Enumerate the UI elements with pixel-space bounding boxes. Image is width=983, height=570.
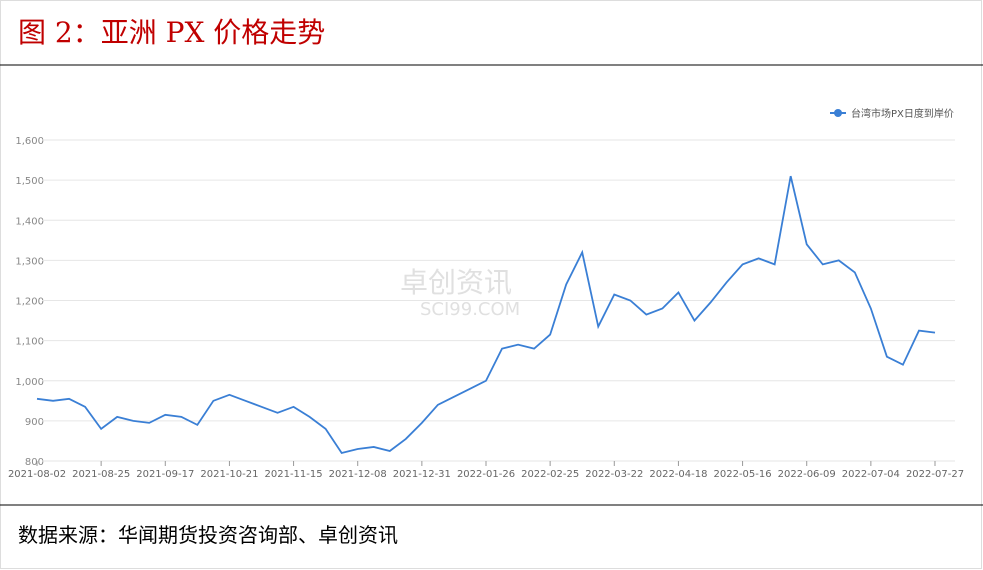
y-tick-label: 900	[25, 417, 44, 428]
title: 图 2：亚洲 PX 价格走势	[18, 16, 325, 49]
y-tick-label: 1,200	[15, 297, 44, 308]
x-tick-label: 2022-01-26	[457, 469, 515, 480]
y-tick-label: 1,400	[15, 216, 44, 227]
x-tick-label: 2021-08-02	[8, 469, 66, 480]
x-tick-label: 2022-02-25	[521, 469, 579, 480]
y-tick-label: 1,100	[15, 337, 44, 348]
x-tick-label: 2021-12-31	[393, 469, 451, 480]
x-tick-label: 2022-04-18	[649, 469, 707, 480]
x-tick-label: 2022-03-22	[585, 469, 643, 480]
line	[36, 175, 936, 455]
x-tick-label: 2022-06-09	[778, 469, 836, 480]
y-tick-label: 1,300	[15, 256, 44, 267]
x-tick-label: 2022-07-27	[906, 469, 964, 480]
x-tick-label: 2021-09-17	[136, 469, 194, 480]
legend-dot	[834, 109, 842, 117]
x-tick-label: 2021-10-21	[200, 469, 258, 480]
x-tick-label: 2022-05-16	[714, 469, 772, 480]
y-tick-label: 800	[25, 457, 44, 468]
x-tick-label: 2022-07-04	[842, 469, 900, 480]
y-tick-label: 1,500	[15, 176, 44, 187]
plot: 800 900 1,000 1,100 1,200 1,300 1,400 1,500 1,60…	[8, 107, 964, 480]
watermark: 卓创资讯	[400, 266, 512, 299]
legend-label: 台湾市场PX日度到岸价	[851, 107, 954, 120]
x-tick-label: 2021-11-15	[265, 469, 323, 480]
y-tick-label: 1,000	[15, 377, 44, 388]
watermark: SCI99.COM	[420, 299, 520, 320]
source: 数据来源：华闻期货投资咨询部、卓创资讯	[18, 523, 398, 547]
y-tick-label: 1,600	[15, 136, 44, 147]
x-tick-label: 2021-12-08	[329, 469, 387, 480]
x-tick-label: 2021-08-25	[72, 469, 130, 480]
